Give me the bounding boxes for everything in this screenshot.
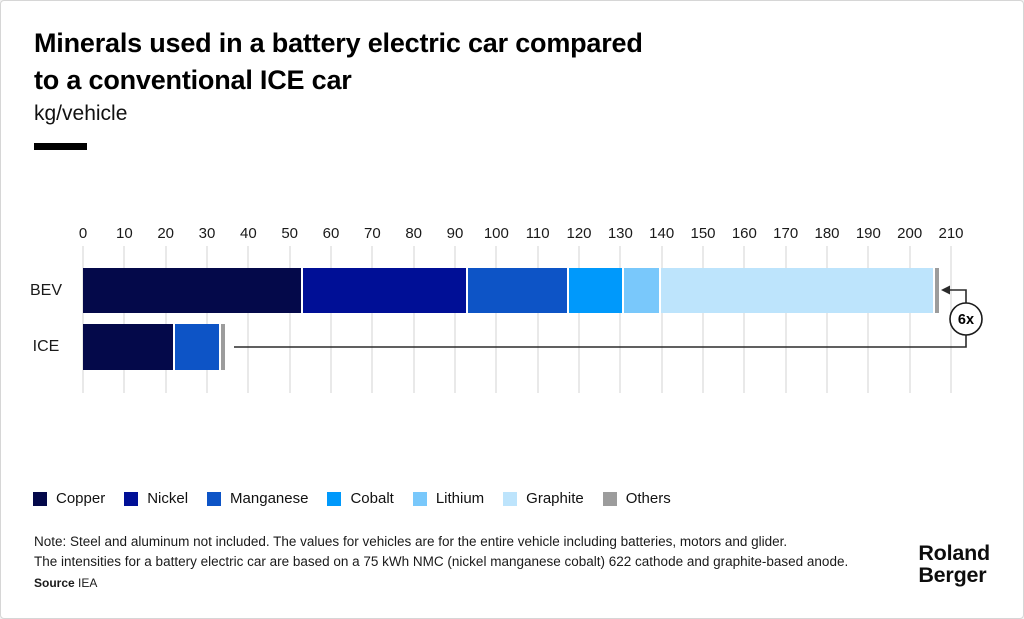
gridline-110 xyxy=(536,246,539,393)
note-line-2: The intensities for a battery electric c… xyxy=(34,553,849,569)
x-axis-tick-70: 70 xyxy=(363,225,381,242)
legend-swatch-nickel xyxy=(124,491,139,506)
gridline-0 xyxy=(82,246,84,393)
x-axis-tick-90: 90 xyxy=(446,225,464,242)
segment-bev-manganese xyxy=(467,268,568,313)
gridline-10 xyxy=(123,246,126,393)
row-label-ice: ICE xyxy=(32,338,60,355)
x-axis-tick-200: 200 xyxy=(897,225,923,242)
x-axis-tick-210: 210 xyxy=(938,225,964,242)
gridline-190 xyxy=(867,246,870,393)
legend-label-cobalt: Cobalt xyxy=(350,490,394,507)
x-axis-tick-60: 60 xyxy=(322,225,340,242)
segment-ice-copper xyxy=(83,324,174,370)
legend-swatch-others xyxy=(602,491,617,506)
legend-item-manganese: Manganese xyxy=(207,490,308,507)
legend-item-others: Others xyxy=(602,490,671,507)
gridline-70 xyxy=(371,246,374,393)
legend-swatch-cobalt xyxy=(327,491,342,506)
x-axis-tick-20: 20 xyxy=(157,225,174,242)
gridline-180 xyxy=(826,246,828,393)
source: Source IEA xyxy=(34,576,97,590)
legend-item-nickel: Nickel xyxy=(124,490,188,507)
gridline-20 xyxy=(164,246,167,393)
x-axis-tick-0: 0 xyxy=(78,225,88,242)
legend: Copper Nickel Manganese Cobalt Lithium Graphi… xyxy=(33,490,671,507)
gridline-170 xyxy=(784,246,787,393)
segment-bev-cobalt xyxy=(569,268,623,313)
segment-bev-lithium xyxy=(624,268,659,313)
legend-label-copper: Copper xyxy=(56,490,106,507)
x-axis-tick-160: 160 xyxy=(731,225,757,242)
legend-item-copper: Copper xyxy=(33,490,105,507)
gridline-50 xyxy=(288,246,291,393)
legend-item-lithium: Lithium xyxy=(412,490,485,507)
x-axis-tick-190: 190 xyxy=(855,225,881,242)
gridline-140 xyxy=(660,246,663,393)
x-axis-tick-130: 130 xyxy=(607,225,633,242)
gridline-80 xyxy=(412,246,415,393)
gridline-90 xyxy=(454,246,456,393)
title-line-2: to a conventional ICE car xyxy=(34,65,352,95)
x-axis-tick-180: 180 xyxy=(814,225,840,242)
logo-line-2: Berger xyxy=(918,562,987,587)
legend-label-nickel: Nickel xyxy=(147,490,189,507)
gridline-40 xyxy=(247,246,250,393)
chart-unit-subtitle: kg/vehicle xyxy=(34,102,128,125)
legend-label-graphite: Graphite xyxy=(526,490,584,507)
x-axis-tick-150: 150 xyxy=(690,225,716,242)
row-label-bev: BEV xyxy=(29,281,62,299)
legend-label-others: Others xyxy=(625,490,671,507)
gridline-160 xyxy=(743,246,746,393)
gridline-150 xyxy=(702,246,704,393)
gridline-200 xyxy=(908,246,911,393)
title-accent-dash xyxy=(34,143,87,150)
x-axis-tick-40: 40 xyxy=(239,225,257,242)
source-label: Source xyxy=(34,576,75,590)
x-axis-tick-170: 170 xyxy=(773,225,799,242)
x-axis-tick-10: 10 xyxy=(115,225,133,242)
note-line-1: Note: Steel and aluminum not included. T… xyxy=(34,534,788,549)
gridline-100 xyxy=(495,246,498,393)
gridline-60 xyxy=(330,246,332,393)
source-value: IEA xyxy=(78,576,98,590)
legend-label-lithium: Lithium xyxy=(435,490,485,507)
segment-ice-others xyxy=(221,324,226,370)
x-axis-tick-100: 100 xyxy=(483,225,509,242)
legend-swatch-copper xyxy=(33,491,47,506)
x-axis-tick-80: 80 xyxy=(405,225,422,242)
annotation-label: 6x xyxy=(958,312,974,328)
segment-bev-copper xyxy=(83,268,301,313)
legend-item-graphite: Graphite xyxy=(503,490,584,507)
bar-bev xyxy=(83,268,951,313)
legend-item-cobalt: Cobalt xyxy=(327,490,394,507)
gridline-120 xyxy=(578,246,580,393)
title-line-1: Minerals used in a battery electric car … xyxy=(34,28,643,58)
logo-line-1: Roland xyxy=(918,541,990,565)
legend-swatch-lithium xyxy=(412,491,427,506)
x-axis-tick-30: 30 xyxy=(198,225,216,242)
bar-ice xyxy=(83,324,951,370)
x-axis-tick-110: 110 xyxy=(525,225,550,242)
x-axis-tick-50: 50 xyxy=(281,225,298,242)
x-axis-tick-140: 140 xyxy=(649,225,675,242)
x-axis-tick-120: 120 xyxy=(566,225,592,242)
roland-berger-logo: Roland Berger xyxy=(918,541,990,587)
legend-swatch-manganese xyxy=(207,491,222,506)
annotation-circle xyxy=(949,302,983,336)
segment-bev-nickel xyxy=(302,268,466,313)
legend-swatch-graphite xyxy=(503,491,518,506)
gridline-30 xyxy=(206,246,208,393)
segment-ice-manganese xyxy=(175,324,220,370)
footnotes: Note: Steel and aluminum not included. T… xyxy=(34,532,848,571)
segment-bev-graphite xyxy=(660,268,933,313)
legend-label-manganese: Manganese xyxy=(230,490,309,507)
gridline-130 xyxy=(619,246,622,393)
segment-bev-others xyxy=(934,268,939,313)
page-title: Minerals used in a battery electric car … xyxy=(34,25,643,99)
